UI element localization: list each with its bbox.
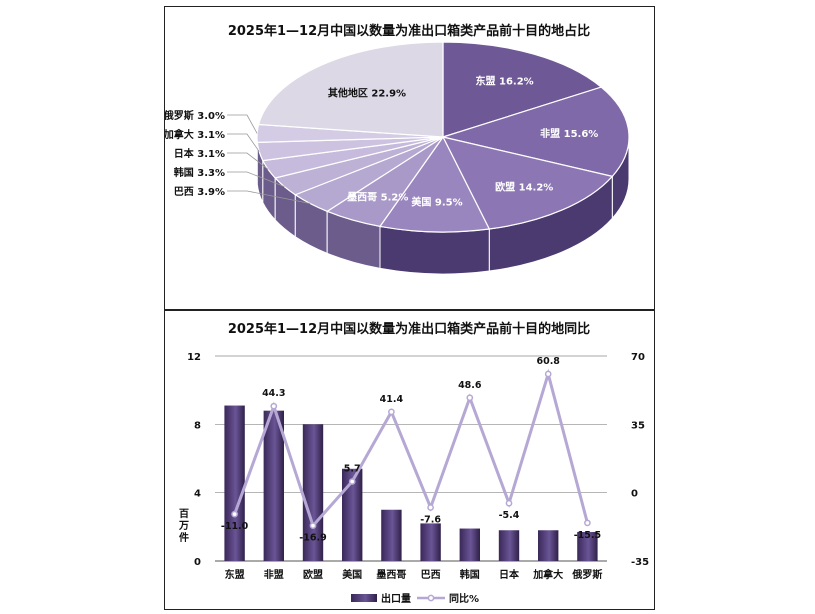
yoy-label-4: 41.4 — [380, 394, 404, 405]
pie-label-2: 欧盟 14.2% — [495, 181, 553, 194]
legend-line-marker — [427, 594, 435, 602]
x-tick-label-5: 巴西 — [421, 569, 441, 581]
pie-leader-7 — [227, 152, 269, 170]
y-axis-label-char-1: 百 — [179, 508, 189, 520]
pie-slice-2 — [441, 136, 614, 230]
yoy-point-9 — [584, 519, 591, 527]
pie-chart-svg: 2025年1—12月中国以数量为准出口箱类产品前十目的地占比 东盟 16.2% 非… — [165, 23, 630, 275]
pie-leader-5 — [227, 190, 311, 204]
y-tick-label-1: 4 — [194, 489, 201, 500]
pie-slice-10 — [257, 41, 444, 138]
x-tick-label-0: 东盟 — [225, 568, 245, 581]
pie-chart-title: 2025年1—12月中国以数量为准出口箱类产品前十目的地占比 — [228, 23, 590, 39]
pie-chart-panel: 2025年1—12月中国以数量为准出口箱类产品前十目的地占比 东盟 16.2% 非… — [164, 6, 655, 310]
bar-2 — [302, 424, 324, 561]
x-tick-label-4: 墨西哥 — [376, 569, 406, 581]
yoy-point-1 — [270, 402, 278, 410]
bar-7 — [498, 530, 520, 561]
y-axis-label-char-2: 万 — [178, 520, 189, 532]
bar-9 — [577, 531, 598, 561]
legend-bar-label: 出口量 — [381, 592, 411, 605]
y-tick-label-3: 12 — [187, 352, 201, 363]
x-tick-label-7: 日本 — [499, 568, 520, 581]
yoy-label-1: 44.3 — [262, 388, 285, 399]
yoy-label-9: -15.5 — [574, 530, 601, 541]
yoy-label-6: 48.6 — [458, 380, 482, 391]
yoy-point-0 — [231, 510, 238, 518]
y-tick-label-2: 8 — [194, 420, 201, 431]
pie-leader-6 — [227, 171, 285, 188]
yoy-label-3: 5.7 — [344, 464, 361, 475]
yoy-point-8 — [544, 370, 552, 378]
yoy-point-5 — [427, 504, 434, 511]
pie-label-0: 东盟 16.2% — [476, 75, 534, 88]
pie-side-3 — [379, 225, 490, 275]
pie-label-3: 美国 9.5% — [411, 196, 462, 209]
x-tick-label-6: 韩国 — [460, 568, 480, 581]
yoy-label-8: 60.8 — [536, 356, 560, 367]
y2-tick-label-0: -35 — [631, 557, 649, 568]
pie-slice-0 — [442, 41, 603, 138]
x-tick-label-8: 加拿大 — [532, 568, 563, 581]
bar-8 — [538, 530, 559, 561]
pie-label-10: 其他地区 22.9% — [328, 87, 406, 100]
yoy-point-7 — [505, 499, 513, 507]
pie-label-5: 巴西 3.9% — [174, 186, 225, 198]
pie-leader-8 — [227, 133, 260, 152]
pie-label-7: 日本 3.1% — [174, 147, 225, 160]
bar-chart-svg: 2025年1—12月中国以数量为准出口箱类产品前十目的地同比 百 万 件 048… — [178, 321, 649, 605]
pie-label-8: 加拿大 3.1% — [165, 128, 225, 141]
bar-5 — [420, 523, 441, 561]
x-tick-label-9: 俄罗斯 — [571, 568, 602, 581]
pie-slice-3 — [378, 135, 491, 233]
legend: 出口量 同比% — [351, 592, 479, 605]
bar-3 — [342, 468, 363, 561]
yoy-point-2 — [309, 522, 317, 530]
yoy-label-7: -5.4 — [499, 510, 520, 521]
pie-slice-1 — [440, 86, 630, 178]
yoy-point-4 — [388, 408, 395, 416]
bar-1 — [263, 410, 284, 561]
yoy-point-6 — [466, 394, 474, 402]
y2-tick-label-1: 0 — [631, 489, 638, 500]
pie-label-4: 墨西哥 5.2% — [347, 192, 408, 204]
yoy-line — [233, 368, 589, 529]
y-axis-label: 百 万 件 — [178, 508, 192, 544]
bar-4 — [381, 509, 402, 561]
y-tick-label-0: 0 — [194, 557, 201, 568]
legend-bar-swatch — [351, 594, 377, 602]
yoy-point-3 — [348, 478, 356, 485]
legend-line-label: 同比% — [449, 592, 479, 605]
pie-label-6: 韩国 3.3% — [174, 166, 225, 179]
y-axis-label-char-3: 件 — [179, 531, 189, 544]
pie-label-1: 非盟 15.6% — [540, 127, 598, 140]
bar-chart-title: 2025年1—12月中国以数量为准出口箱类产品前十目的地同比 — [228, 321, 590, 337]
yoy-label-2: -16.9 — [299, 533, 326, 544]
y2-tick-label-3: 70 — [631, 352, 645, 363]
y2-tick-label-2: 35 — [631, 420, 645, 431]
x-tick-label-3: 美国 — [342, 568, 362, 581]
pie-label-9: 俄罗斯 3.0% — [165, 109, 225, 122]
bar-0 — [224, 405, 245, 561]
yoy-label-5: -7.6 — [420, 515, 441, 526]
bar-6 — [459, 528, 480, 561]
yoy-label-0: -11.0 — [221, 521, 249, 532]
pie-leader-9 — [227, 114, 258, 134]
x-tick-label-1: 非盟 — [264, 568, 284, 581]
x-tick-label-2: 欧盟 — [303, 568, 323, 581]
